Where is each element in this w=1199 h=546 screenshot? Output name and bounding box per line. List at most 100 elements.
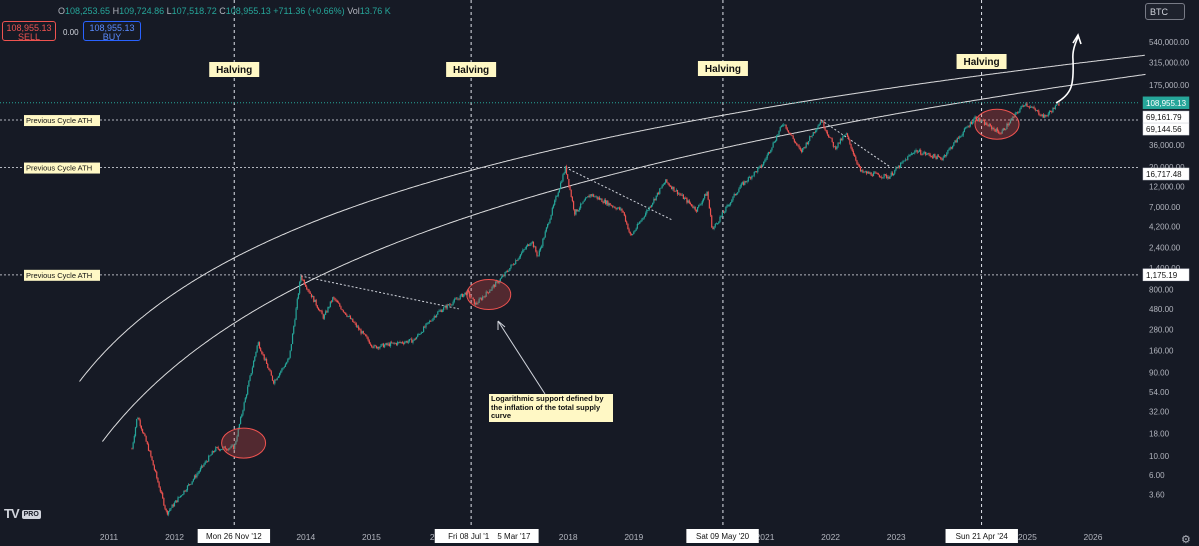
- candle-body: [839, 138, 842, 144]
- symbol-selector[interactable]: BTC: [1145, 3, 1185, 20]
- candle-body: [1058, 103, 1060, 106]
- candle-body: [953, 142, 955, 147]
- candle-body: [143, 432, 145, 434]
- candle-body: [929, 154, 931, 157]
- candle-body: [407, 341, 409, 343]
- trend-line: [820, 119, 891, 168]
- candle-body: [169, 509, 171, 512]
- candle-body: [647, 210, 649, 211]
- candle-body: [570, 190, 572, 198]
- candle-body: [682, 194, 684, 200]
- candle-body: [291, 333, 294, 345]
- candle-body: [603, 199, 605, 203]
- candle-body: [206, 461, 209, 463]
- x-tick-label: 2014: [296, 532, 315, 542]
- candle-body: [205, 461, 207, 463]
- candle-body: [721, 212, 723, 216]
- candle-body: [322, 314, 324, 319]
- candle-body: [882, 177, 884, 179]
- candle-body: [203, 464, 205, 467]
- candle-body: [955, 140, 957, 143]
- candle-body: [418, 334, 420, 335]
- halving-label-box: [209, 62, 260, 77]
- candle-body: [797, 144, 799, 146]
- candle-body: [140, 425, 143, 430]
- candle-body: [819, 121, 821, 125]
- candle-body: [328, 306, 330, 308]
- candle-body: [490, 289, 492, 291]
- annotation-text: Logarithmic support defined by the infla…: [491, 395, 604, 420]
- candle-body: [167, 511, 170, 515]
- candle-body: [464, 292, 466, 295]
- candle-body: [365, 334, 367, 337]
- candle-body: [242, 410, 244, 415]
- candle-body: [623, 212, 625, 216]
- candle-body: [892, 173, 895, 176]
- candle-body: [1016, 112, 1019, 114]
- candle-body: [459, 295, 461, 300]
- buy-button[interactable]: 108,955.13 BUY: [83, 21, 141, 42]
- candle-body: [478, 298, 480, 303]
- candle-body: [156, 471, 158, 478]
- candle-body: [648, 206, 650, 211]
- candle-body: [789, 132, 791, 134]
- candle-body: [388, 343, 390, 347]
- candle-body: [879, 176, 882, 178]
- candle-body: [698, 205, 700, 208]
- candle-body: [379, 346, 381, 349]
- candle-body: [874, 172, 876, 174]
- candle-body: [699, 204, 701, 206]
- candle-body: [998, 131, 1000, 134]
- candle-body: [733, 193, 735, 197]
- candle-body: [802, 148, 804, 152]
- candle-body: [672, 186, 674, 190]
- candle-body: [803, 147, 805, 149]
- candle-body: [596, 196, 598, 199]
- candle-body: [333, 297, 335, 299]
- candle-body: [1053, 107, 1055, 110]
- candle-body: [720, 215, 722, 217]
- candle-body: [400, 342, 402, 343]
- candle-body: [405, 341, 407, 343]
- candle-body: [147, 444, 150, 451]
- candle-body: [385, 343, 387, 345]
- candle-body: [562, 174, 564, 182]
- gear-icon[interactable]: ⚙: [1181, 534, 1191, 546]
- candle-body: [137, 418, 139, 419]
- candle-body: [865, 171, 868, 174]
- x-tick-label: 2011: [100, 532, 119, 542]
- candle-body: [518, 257, 520, 259]
- candle-body: [548, 223, 550, 225]
- candle-body: [866, 171, 869, 174]
- candle-body: [358, 326, 360, 330]
- candle-body: [166, 510, 168, 515]
- candle-body: [858, 165, 860, 167]
- candle-body: [915, 150, 917, 152]
- y-tick-label: 3.60: [1149, 491, 1165, 500]
- candle-body: [545, 227, 548, 232]
- candle-body: [813, 132, 816, 133]
- candle-body: [738, 189, 740, 193]
- candle-body: [669, 185, 672, 187]
- sell-button[interactable]: 108,955.13 SELL: [2, 21, 56, 42]
- candle-body: [1050, 111, 1052, 112]
- price-tag-label: 69,161.79: [1146, 113, 1182, 122]
- candle-body: [1005, 129, 1007, 130]
- ath-label: Previous Cycle ATH: [26, 164, 92, 173]
- candle-body: [368, 340, 370, 344]
- candle-body: [225, 449, 228, 451]
- candle-body: [209, 455, 211, 457]
- candle-body: [302, 279, 304, 281]
- candle-body: [458, 298, 460, 300]
- candle-body: [330, 301, 333, 303]
- logo-badge: PRO: [21, 510, 41, 520]
- candle-body: [572, 201, 575, 210]
- candle-body: [972, 122, 974, 124]
- candle-body: [406, 341, 408, 343]
- candle-body: [920, 149, 922, 155]
- candle-body: [144, 433, 146, 437]
- annotation-arrow-head: [497, 320, 506, 330]
- candle-body: [440, 310, 442, 313]
- candle-body: [402, 343, 405, 344]
